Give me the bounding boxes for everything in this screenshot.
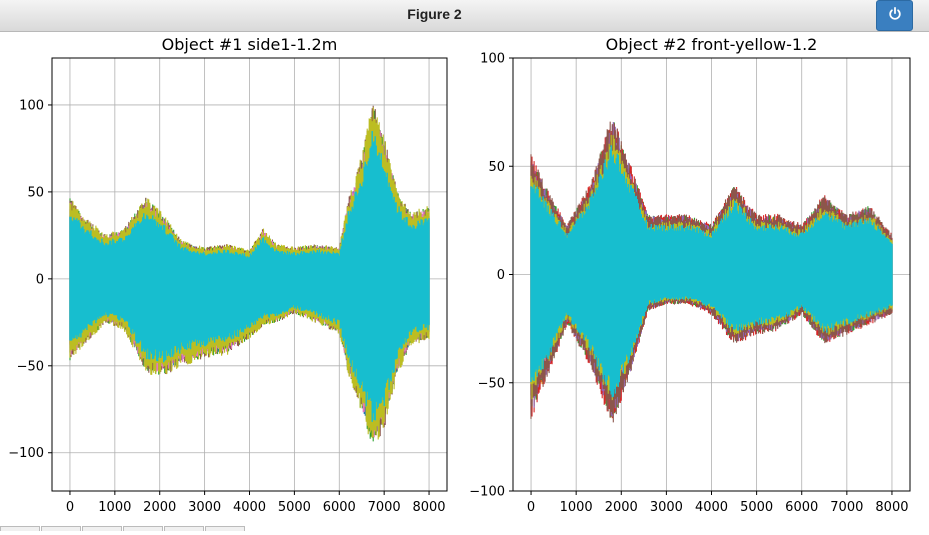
x-tick-label: 8000 — [875, 500, 908, 515]
series-10-line — [530, 145, 893, 398]
x-tick-label: 3000 — [650, 500, 683, 515]
figure-canvas: 0 1000 2000 3000 4000 5000 6000 7000 8000−100−50… — [8, 35, 911, 515]
y-tick-label: 0 — [36, 272, 44, 287]
x-tick-label: 3000 — [188, 500, 221, 515]
axes-2: 0 1000 2000 3000 4000 5000 6000 7000 8000−100−50… — [469, 35, 911, 515]
y-tick-label: 50 — [488, 160, 505, 175]
power-icon — [888, 6, 902, 25]
x-tick-label: 7000 — [368, 500, 401, 515]
x-tick-label: 8000 — [412, 500, 445, 515]
series-group — [530, 121, 893, 423]
x-tick-label: 4000 — [695, 500, 728, 515]
chart-title: Object #1 side1-1.2m — [162, 35, 338, 54]
y-tick-label: 0 — [497, 268, 505, 283]
window-title: Figure 2 — [407, 6, 462, 22]
x-tick-label: 1000 — [98, 500, 131, 515]
y-tick-label: 50 — [27, 185, 44, 200]
x-tick-label: 7000 — [830, 500, 863, 515]
series-group — [69, 105, 430, 442]
figure-footer — [0, 516, 250, 531]
y-tick-label: −100 — [469, 485, 505, 500]
y-tick-label: −50 — [478, 376, 505, 391]
x-tick-label: 5000 — [740, 500, 773, 515]
y-tick-label: 100 — [19, 98, 44, 113]
y-tick-label: 100 — [480, 52, 505, 67]
x-tick-label: 2000 — [605, 500, 638, 515]
x-tick-label: 0 — [66, 500, 74, 515]
x-tick-label: 0 — [527, 500, 535, 515]
x-tick-label: 6000 — [785, 500, 818, 515]
chart-title: Object #2 front-yellow-1.2 — [606, 35, 818, 54]
axes-1: 0 1000 2000 3000 4000 5000 6000 7000 8000−100−50… — [8, 35, 448, 515]
x-tick-label: 1000 — [560, 500, 593, 515]
x-tick-label: 5000 — [278, 500, 311, 515]
window-titlebar: Figure 2 — [0, 0, 929, 32]
y-tick-label: −50 — [17, 359, 44, 374]
x-tick-label: 2000 — [143, 500, 176, 515]
x-tick-label: 6000 — [323, 500, 356, 515]
y-tick-label: −100 — [8, 446, 44, 461]
series-10-line — [69, 130, 430, 422]
power-button[interactable] — [876, 0, 913, 31]
x-tick-label: 4000 — [233, 500, 266, 515]
